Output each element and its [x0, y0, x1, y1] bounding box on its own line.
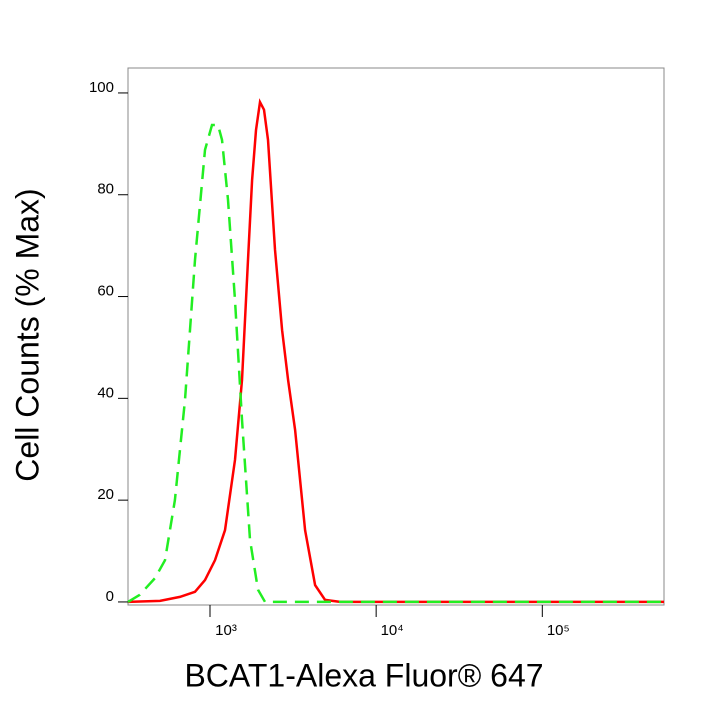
y-tick-label: 80: [97, 181, 114, 198]
x-tick-label: 10⁵: [547, 622, 570, 639]
y-tick-label: 40: [97, 384, 114, 401]
x-tick-label: 10³: [215, 622, 237, 639]
y-tick-label: 20: [97, 486, 114, 503]
x-axis-label: BCAT1-Alexa Fluor® 647: [184, 657, 543, 693]
x-tick-label: 10⁴: [381, 622, 404, 639]
y-tick-label: 0: [106, 588, 114, 605]
plot-frame: [127, 67, 665, 606]
y-axis-label: Cell Counts (% Max): [9, 188, 45, 481]
series-line: [127, 123, 664, 604]
y-tick-label: 100: [89, 79, 114, 96]
series-line: [127, 98, 664, 604]
y-tick-label: 60: [97, 283, 114, 300]
